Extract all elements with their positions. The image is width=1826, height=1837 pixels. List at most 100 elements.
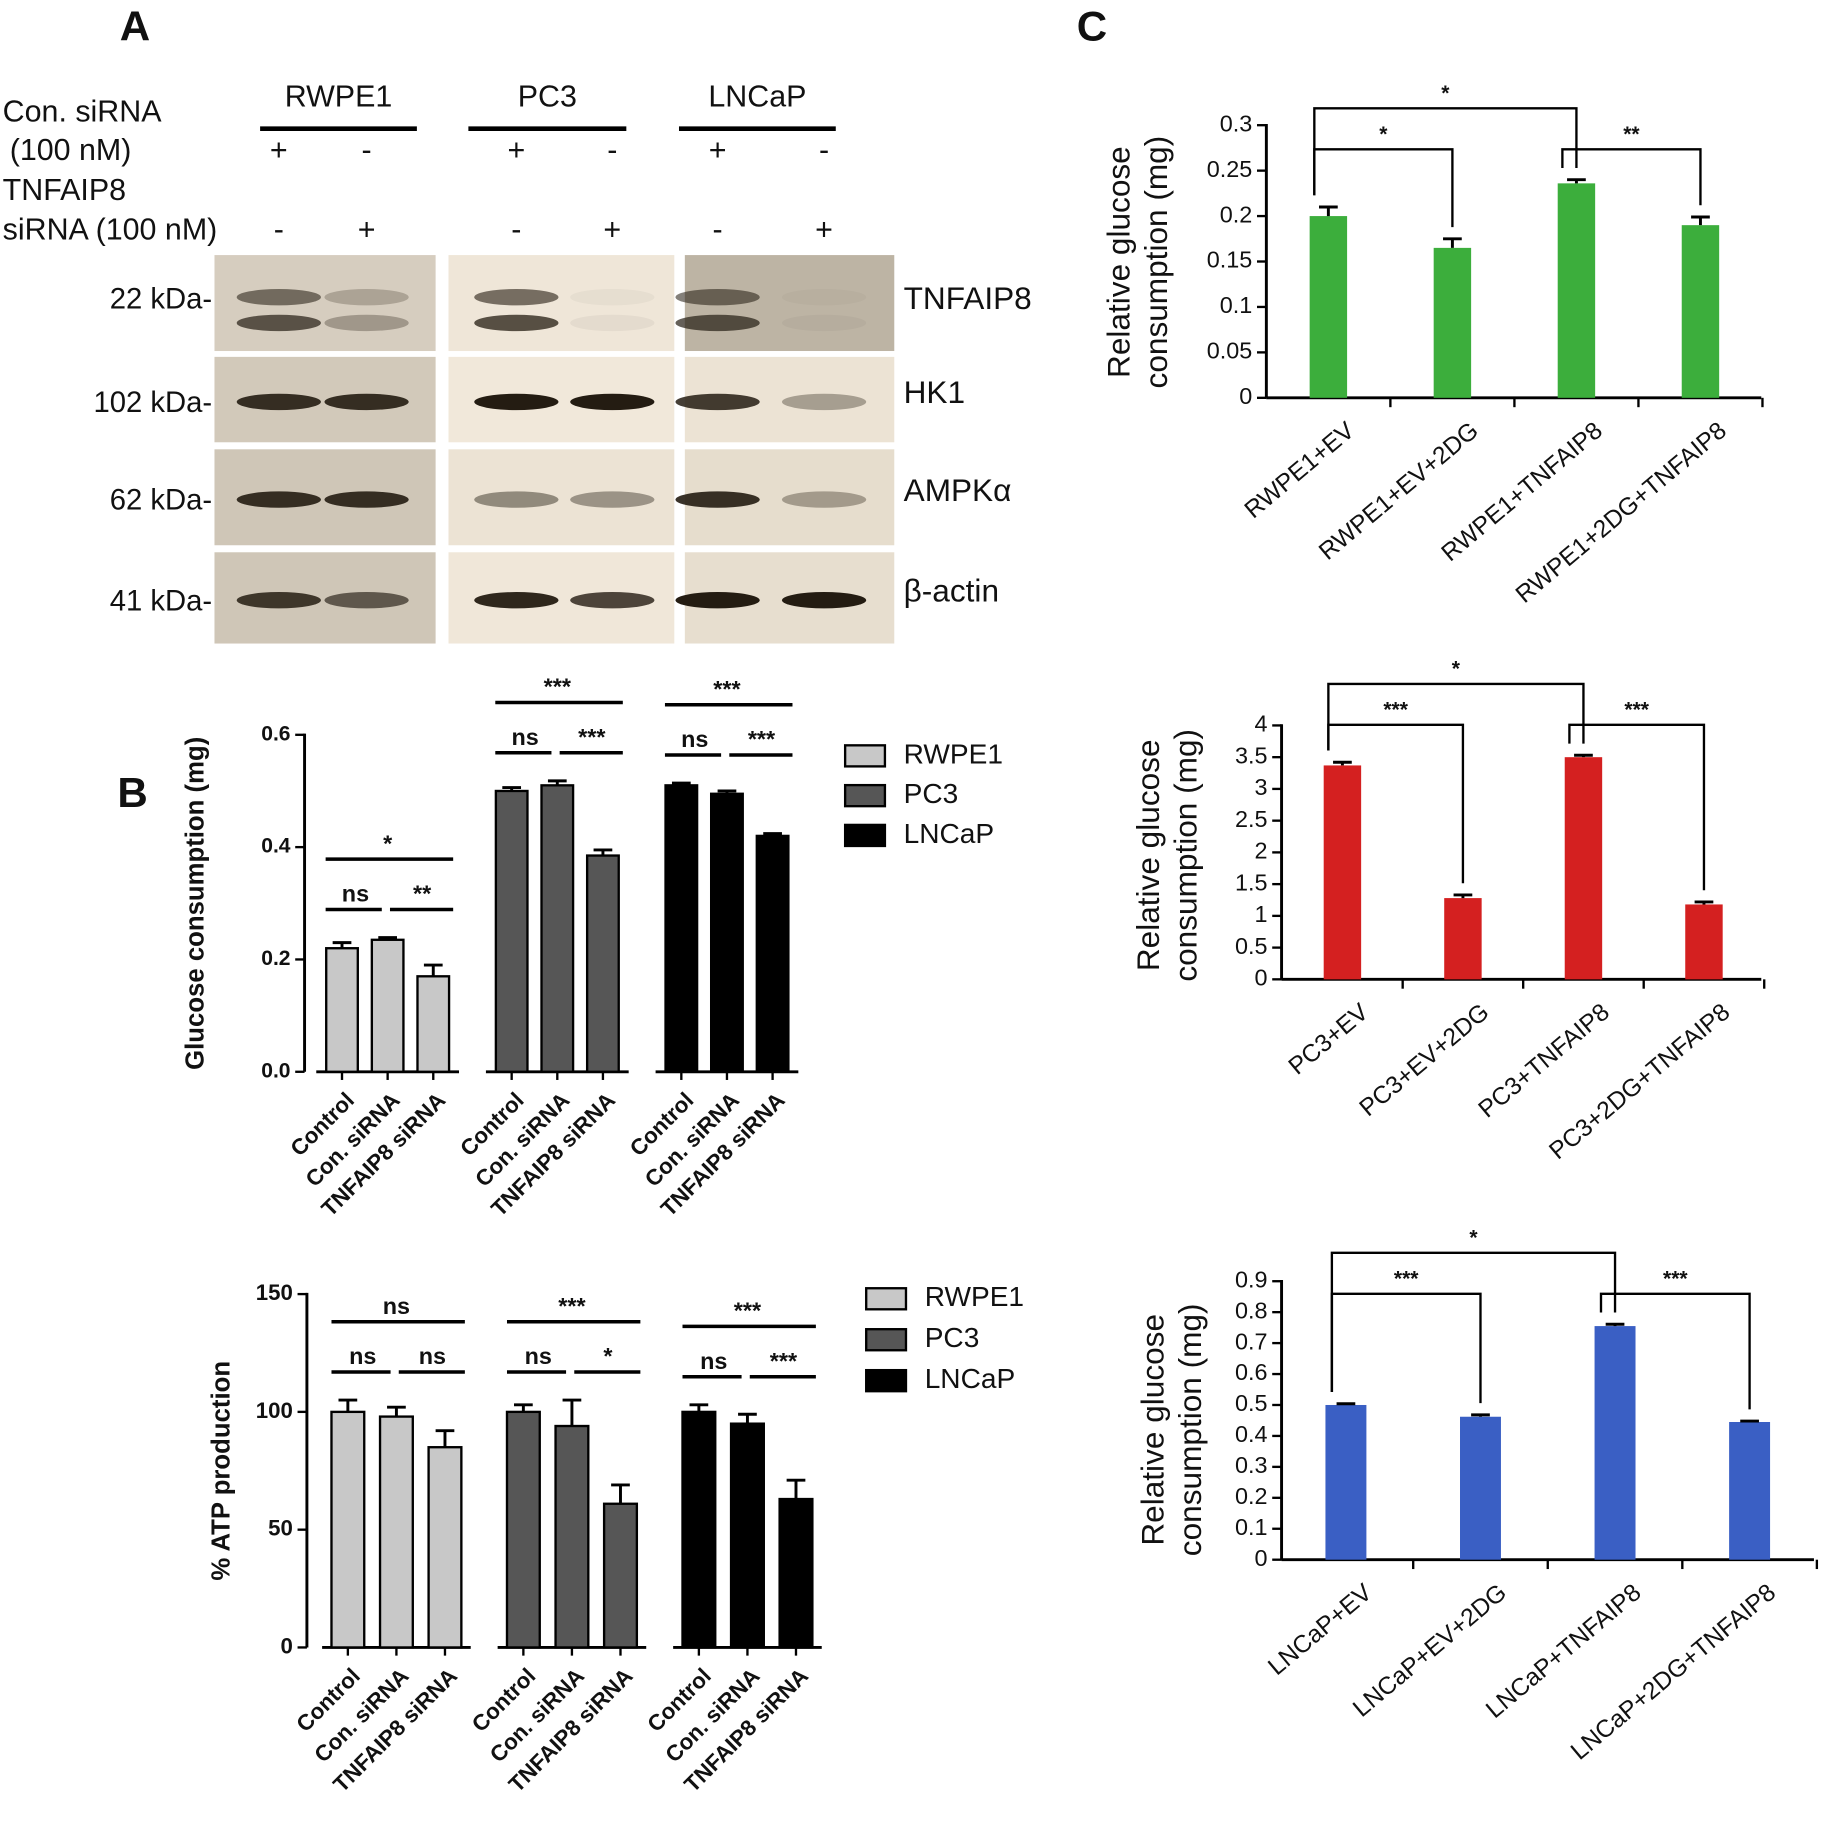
- legend-swatch: [865, 1328, 908, 1352]
- legend-swatch: [843, 823, 887, 848]
- y-tick-label: 0.8: [1235, 1297, 1268, 1323]
- error-bar: [502, 786, 522, 791]
- significance-bracket: [1599, 1292, 1751, 1410]
- significance-label: ns: [342, 881, 369, 907]
- blot-band: [236, 289, 321, 306]
- sign: +: [507, 133, 525, 167]
- significance-label: *: [1441, 82, 1450, 105]
- error-bar: [1691, 215, 1710, 226]
- y-tick-label: 0.0: [261, 1059, 290, 1082]
- error-bar: [1471, 1413, 1490, 1417]
- protein-label: AMPKα: [904, 472, 1012, 508]
- y-tick-label: 0: [281, 1633, 293, 1658]
- y-tick-label: 0.3: [1220, 110, 1253, 136]
- y-tick-label: 150: [256, 1280, 293, 1305]
- legend-label: RWPE1: [904, 738, 1003, 769]
- bar: [416, 975, 451, 1073]
- y-tick-label: 0.6: [261, 722, 290, 745]
- y-tick-label: 0.4: [261, 835, 291, 858]
- panel-label: B: [117, 769, 147, 816]
- header-label: Con. siRNA: [3, 95, 163, 129]
- marker-label: 62 kDa-: [110, 485, 212, 517]
- significance-label: ns: [525, 1343, 552, 1369]
- y-tick-label: 0: [1239, 383, 1252, 409]
- significance-label: *: [383, 830, 393, 856]
- y-tick-label: 0.9: [1235, 1266, 1268, 1292]
- y-axis-label: Relative glucose: [1135, 1314, 1171, 1546]
- bar: [1564, 757, 1603, 980]
- y-tick-label: 0.5: [1235, 933, 1268, 959]
- blot-band: [474, 289, 559, 306]
- blot-band: [324, 393, 409, 411]
- error-bar: [332, 941, 352, 949]
- y-axis-label: Relative glucose: [1101, 146, 1137, 378]
- y-tick-label: 1: [1255, 901, 1268, 927]
- sign: -: [362, 133, 372, 167]
- error-bar: [786, 1478, 806, 1500]
- y-axis-label: Relative glucose: [1130, 739, 1166, 971]
- bar: [370, 938, 405, 1073]
- bar: [1460, 1416, 1501, 1560]
- error-bar: [338, 1398, 358, 1412]
- significance-label: *: [1452, 657, 1461, 680]
- significance-label: *: [603, 1343, 613, 1369]
- y-tick-label: 0: [1255, 965, 1268, 991]
- header-label: siRNA (100 nM): [3, 213, 218, 247]
- y-axis-label: consumption (mg): [1167, 729, 1203, 982]
- cell-line-label: RWPE1: [285, 79, 393, 113]
- y-axis-label: % ATP production: [207, 1361, 235, 1581]
- y-tick-label: 1.5: [1235, 869, 1268, 895]
- sign: -: [607, 133, 617, 167]
- y-tick-label: 0.3: [1235, 1452, 1268, 1478]
- bar: [1685, 904, 1723, 980]
- bar: [729, 1422, 765, 1649]
- sign: +: [358, 213, 376, 247]
- blot-band: [324, 592, 409, 609]
- blot-band: [781, 314, 867, 332]
- y-tick-label: 0.4: [1235, 1421, 1268, 1447]
- blot-band: [474, 393, 559, 411]
- error-bar: [562, 1398, 582, 1427]
- y-tick-label: 0.15: [1207, 247, 1253, 273]
- blot-band: [236, 592, 321, 609]
- legend-label: PC3: [925, 1322, 980, 1353]
- significance-label: ***: [558, 1293, 586, 1319]
- legend-swatch: [865, 1287, 908, 1311]
- error-bar: [689, 1403, 709, 1412]
- bar: [540, 784, 575, 1073]
- cell-line-label: PC3: [518, 79, 577, 113]
- y-tick-label: 0.1: [1235, 1514, 1268, 1540]
- bar: [378, 1415, 414, 1649]
- blot-band: [474, 491, 559, 508]
- significance-label: ns: [681, 726, 708, 752]
- sign: +: [603, 213, 621, 247]
- error-bar: [611, 1483, 630, 1504]
- blot-band: [570, 314, 655, 332]
- blot-band: [324, 314, 409, 332]
- protein-label: HK1: [904, 374, 965, 410]
- sign: -: [819, 133, 829, 167]
- bar: [1681, 225, 1720, 398]
- significance-label: *: [1379, 123, 1388, 146]
- error-bar: [593, 848, 613, 856]
- significance-label: ***: [1383, 698, 1408, 721]
- error-bar: [1740, 1419, 1759, 1423]
- bar: [330, 1410, 366, 1649]
- y-tick-label: 0.2: [1220, 201, 1253, 227]
- bar: [1557, 183, 1596, 398]
- significance-bracket: [1568, 723, 1706, 891]
- y-tick-label: 0.05: [1207, 338, 1253, 364]
- bar: [681, 1410, 717, 1649]
- blot-background: [214, 255, 436, 352]
- legend-label: RWPE1: [925, 1281, 1024, 1312]
- y-tick-label: 2.5: [1235, 806, 1268, 832]
- blot-background: [448, 449, 675, 546]
- error-bar: [1605, 1322, 1625, 1327]
- error-bar: [1333, 760, 1352, 766]
- significance-label: ***: [578, 724, 606, 750]
- blot-band: [570, 491, 655, 508]
- significance-label: **: [413, 881, 432, 907]
- y-tick-label: 0.1: [1220, 292, 1253, 318]
- error-bar: [1694, 900, 1714, 905]
